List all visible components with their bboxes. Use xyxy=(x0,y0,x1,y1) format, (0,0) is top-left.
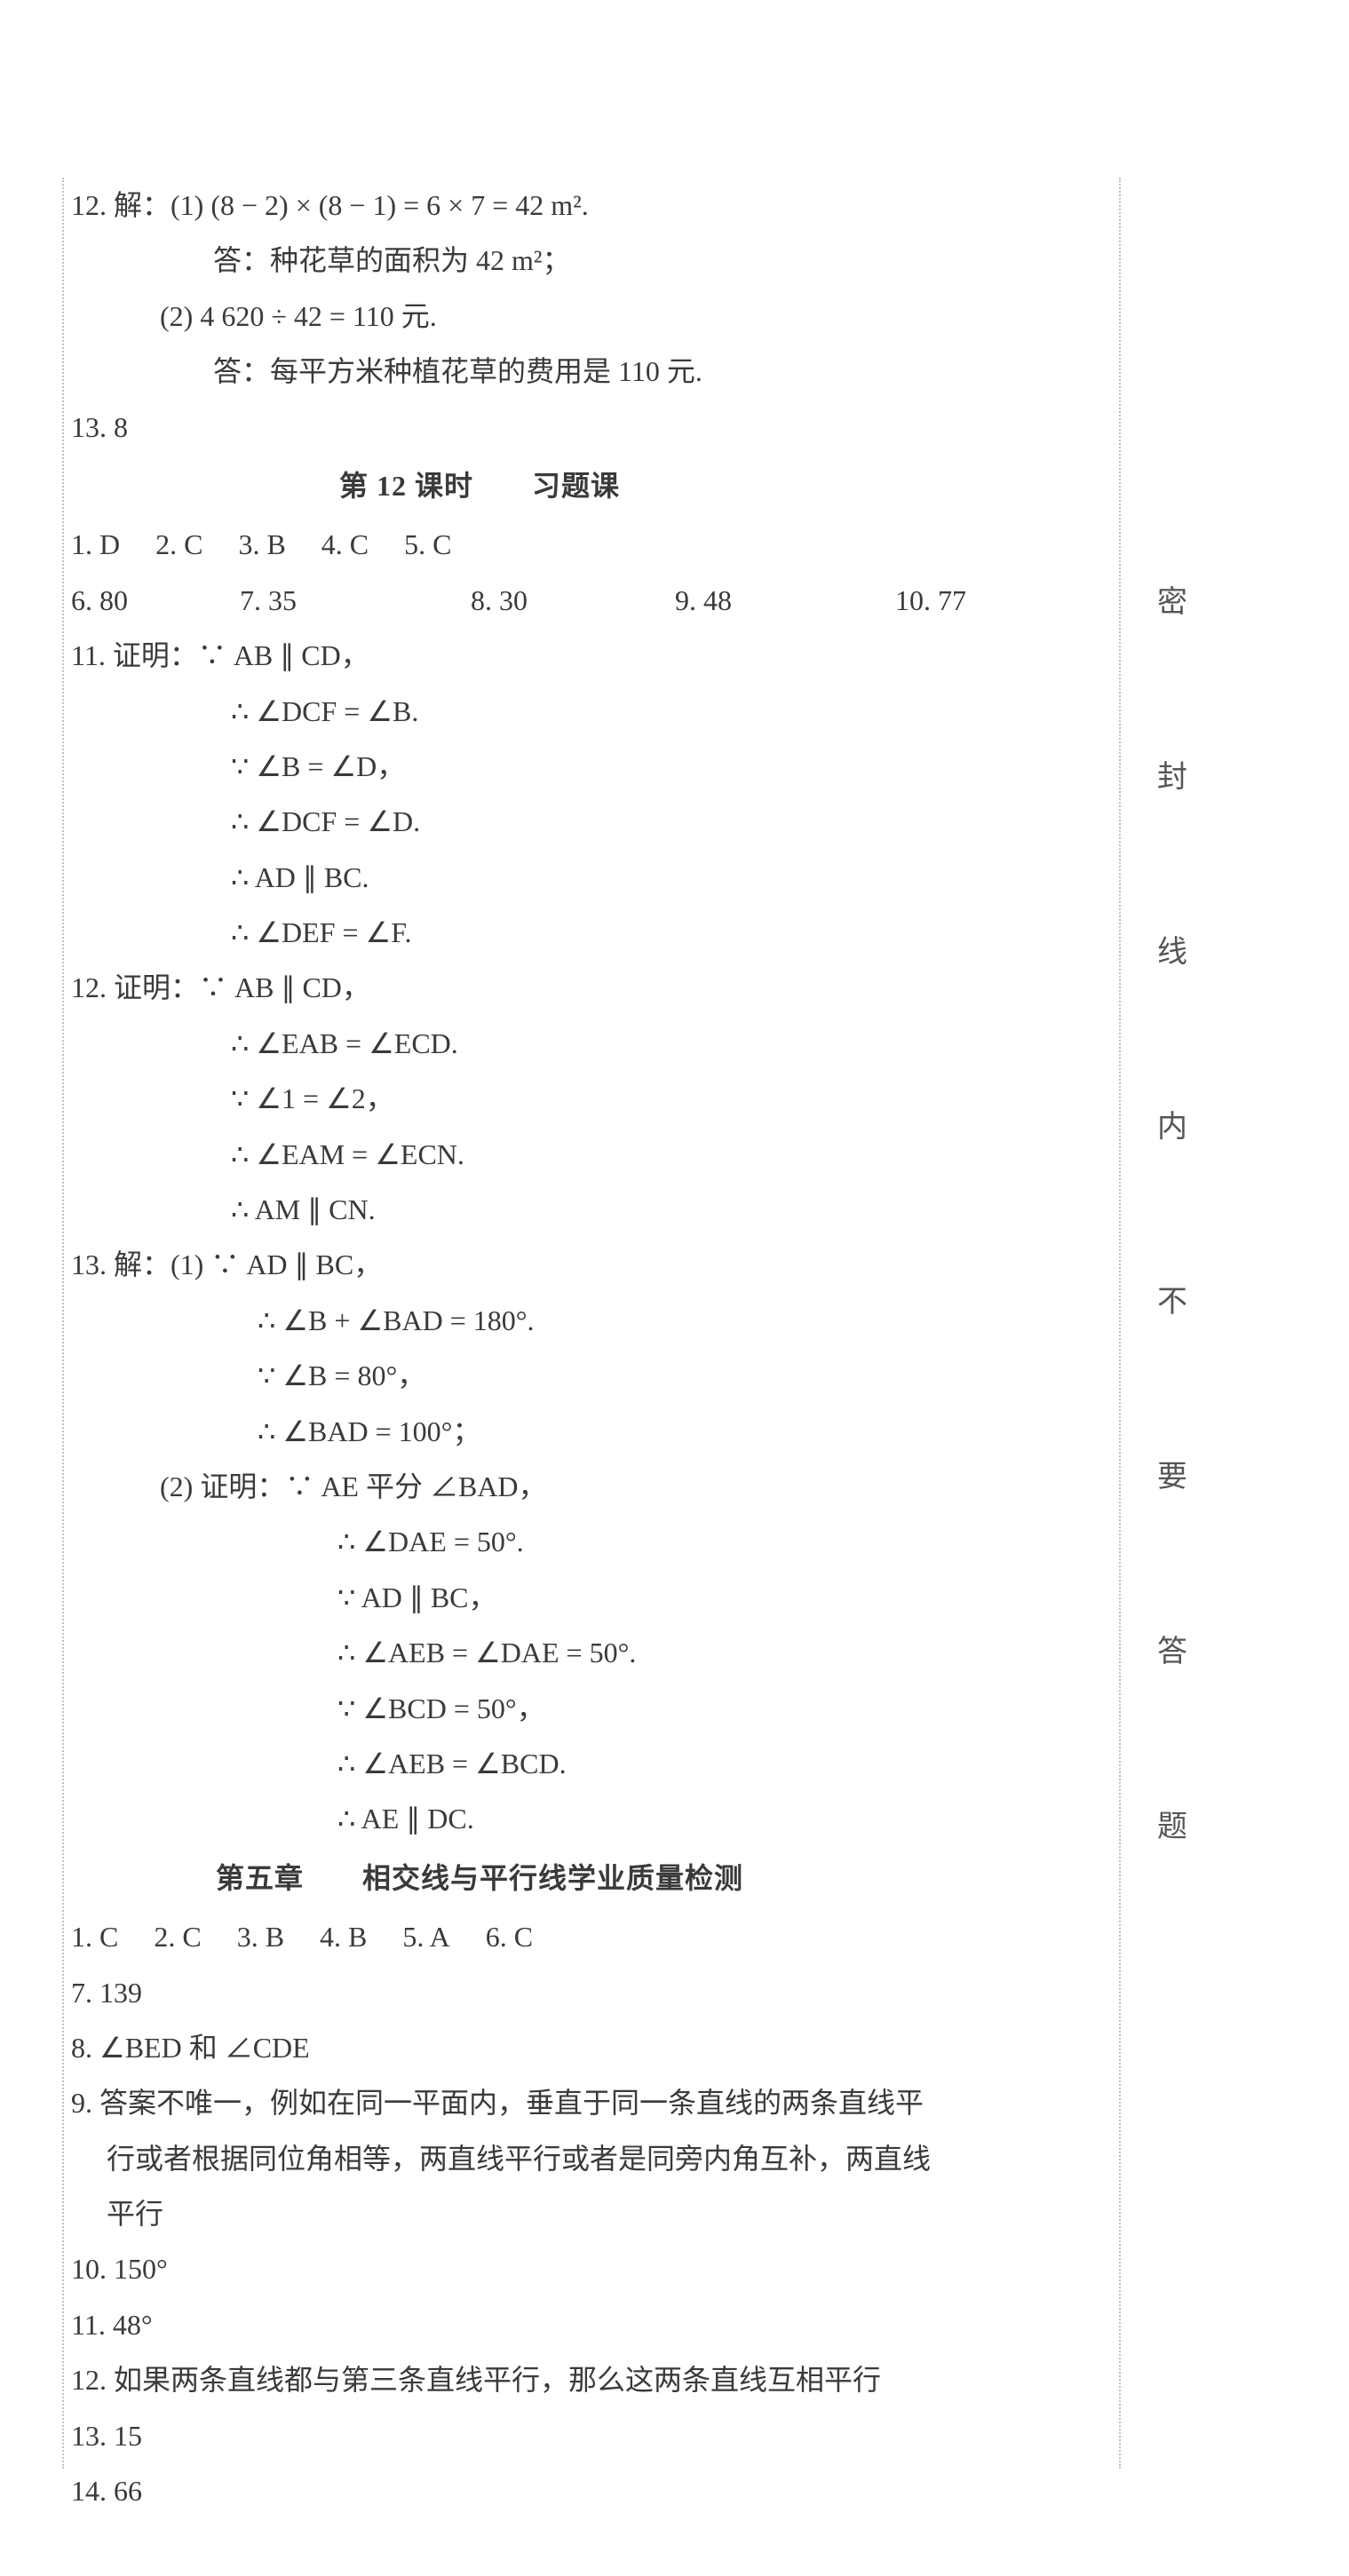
ch5-row13: 13. 15 xyxy=(71,2408,1066,2463)
ch5-row7: 7. 139 xyxy=(71,1965,1066,2020)
proof12-l4: ∴ ∠EAM = ∠ECN. xyxy=(71,1127,1066,1182)
proof13-p2l7: ∴ AE ∥ DC. xyxy=(71,1791,1066,1846)
proof12-head: 12. 证明：∵ AB ∥ CD， xyxy=(71,960,1066,1015)
margin-column-labels: 密 封 线 内 不 要 答 题 xyxy=(1155,577,1190,1845)
margin-char-7: 答 xyxy=(1155,1627,1190,1670)
multiple-choice-row-2: 6. 80 7. 35 8. 30 9. 48 10. 77 xyxy=(71,573,1066,628)
q12-part1-answer: 答：种花草的面积为 42 m²； xyxy=(71,233,1066,288)
main-content-column: 12. 解：(1) (8 − 2) × (8 − 1) = 6 × 7 = 42… xyxy=(71,178,1066,2518)
q12-part2-answer: 答：每平方米种植花草的费用是 110 元. xyxy=(71,344,1066,399)
proof11-head: 11. 证明：∵ AB ∥ CD， xyxy=(71,628,1066,683)
proof11-l6: ∴ ∠DEF = ∠F. xyxy=(71,905,1066,960)
heading-lesson-12: 第 12 课时 习题课 xyxy=(71,455,1066,517)
ch5-row9c: 平行 xyxy=(71,2186,1066,2241)
ch5-row11: 11. 48° xyxy=(71,2297,1066,2352)
proof13-p2l6: ∴ ∠AEB = ∠BCD. xyxy=(71,1736,1066,1791)
proof13-l3: ∵ ∠B = 80°， xyxy=(71,1348,1066,1403)
ch5-row8: 8. ∠BED 和 ∠CDE xyxy=(71,2020,1066,2075)
proof13-l2: ∴ ∠B + ∠BAD = 180°. xyxy=(71,1293,1066,1348)
multiple-choice-row-1: 1. D 2. C 3. B 4. C 5. C xyxy=(71,517,1066,572)
mc-7: 7. 35 xyxy=(240,573,471,628)
proof12-l2: ∴ ∠EAB = ∠ECD. xyxy=(71,1016,1066,1071)
q12-part2-calc: (2) 4 620 ÷ 42 = 110 元. xyxy=(71,289,1066,344)
proof13-head: 13. 解：(1) ∵ AD ∥ BC， xyxy=(71,1237,1066,1292)
proof13-part2-head: (2) 证明：∵ AE 平分 ∠BAD， xyxy=(71,1459,1066,1514)
q12-part1-calc: 12. 解：(1) (8 − 2) × (8 − 1) = 6 × 7 = 42… xyxy=(71,178,1066,233)
proof11-l5: ∴ AD ∥ BC. xyxy=(71,850,1066,905)
margin-char-6: 要 xyxy=(1155,1452,1190,1495)
mc-8: 8. 30 xyxy=(471,573,675,628)
q12-p1a: (1) (8 − 2) × (8 − 1) = 6 × 7 = 42 m². xyxy=(171,189,589,221)
q13-answer: 13. 8 xyxy=(71,400,1066,455)
ch5-row10: 10. 150° xyxy=(71,2241,1066,2296)
ch5-row14: 14. 66 xyxy=(71,2463,1066,2518)
proof12-l3: ∵ ∠1 = ∠2， xyxy=(71,1071,1066,1126)
margin-char-5: 不 xyxy=(1155,1277,1190,1320)
margin-char-2: 封 xyxy=(1155,752,1190,796)
margin-char-1: 密 xyxy=(1155,577,1190,621)
ch5-row9b: 行或者根据同位角相等，两直线平行或者是同旁内角互补，两直线 xyxy=(71,2131,1066,2186)
mc-10: 10. 77 xyxy=(895,573,966,628)
ch5-row1: 1. C 2. C 3. B 4. B 5. A 6. C xyxy=(71,1909,1066,1964)
heading-chapter-5: 第五章 相交线与平行线学业质量检测 xyxy=(71,1847,1066,1909)
ch5-row9a: 9. 答案不唯一，例如在同一平面内，垂直于同一条直线的两条直线平 xyxy=(71,2075,1066,2130)
vertical-divider-left xyxy=(62,178,64,2469)
mc-9: 9. 48 xyxy=(675,573,895,628)
page-container: 12. 解：(1) (8 − 2) × (8 − 1) = 6 × 7 = 42… xyxy=(62,178,1199,2486)
proof13-p2l2: ∴ ∠DAE = 50°. xyxy=(71,1514,1066,1569)
margin-char-8: 题 xyxy=(1155,1802,1190,1845)
proof11-l4: ∴ ∠DCF = ∠D. xyxy=(71,794,1066,849)
proof13-p2l4: ∴ ∠AEB = ∠DAE = 50°. xyxy=(71,1625,1066,1680)
q12-prefix: 12. 解： xyxy=(71,189,171,221)
proof13-p2l3: ∵ AD ∥ BC， xyxy=(71,1570,1066,1625)
proof11-l2: ∴ ∠DCF = ∠B. xyxy=(71,684,1066,739)
proof12-l5: ∴ AM ∥ CN. xyxy=(71,1182,1066,1237)
mc-6: 6. 80 xyxy=(71,573,240,628)
proof13-l4: ∴ ∠BAD = 100°； xyxy=(71,1404,1066,1459)
margin-char-4: 内 xyxy=(1155,1102,1190,1145)
proof11-l3: ∵ ∠B = ∠D， xyxy=(71,739,1066,794)
vertical-divider-right xyxy=(1119,178,1121,2469)
ch5-row12: 12. 如果两条直线都与第三条直线平行，那么这两条直线互相平行 xyxy=(71,2352,1066,2407)
margin-char-3: 线 xyxy=(1155,927,1190,971)
proof13-p2l5: ∵ ∠BCD = 50°， xyxy=(71,1681,1066,1736)
